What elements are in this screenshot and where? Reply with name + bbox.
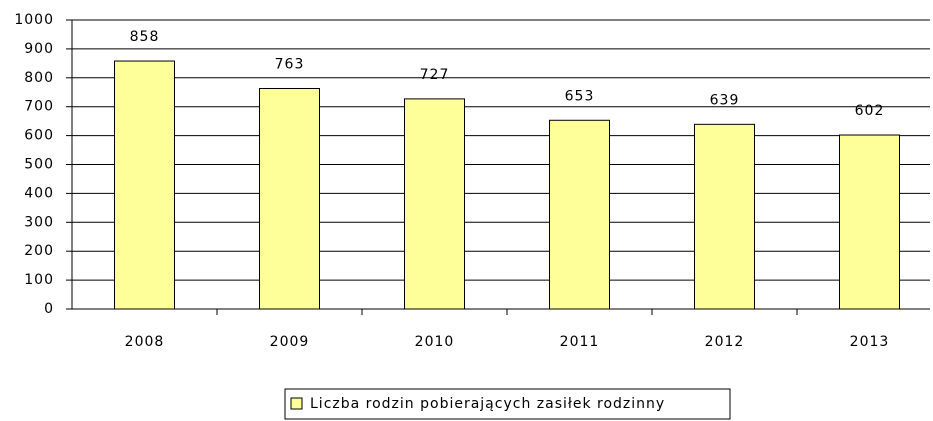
data-label: 763 — [275, 56, 305, 72]
legend-box — [284, 388, 731, 420]
data-label: 602 — [855, 103, 885, 119]
bar — [839, 134, 900, 310]
bar — [549, 119, 610, 310]
y-tick-label: 600 — [24, 128, 54, 144]
data-label: 727 — [420, 67, 450, 83]
legend-label: Liczba rodzin pobierających zasiłek rodz… — [310, 396, 665, 412]
x-tick-label: 2010 — [415, 334, 455, 350]
x-tick-label: 2009 — [270, 334, 310, 350]
y-tick-label: 800 — [24, 70, 54, 86]
bar — [694, 123, 755, 310]
y-tick-label: 200 — [24, 243, 54, 259]
bar — [404, 98, 465, 310]
y-tick-label: 700 — [24, 99, 54, 115]
data-label: 858 — [130, 29, 160, 45]
y-tick-label: 100 — [24, 272, 54, 288]
bar — [114, 60, 175, 310]
y-tick-label: 300 — [24, 214, 54, 230]
y-tick-label: 0 — [44, 301, 54, 317]
x-tick-label: 2012 — [705, 334, 745, 350]
x-tick-label: 2013 — [850, 334, 890, 350]
y-tick-label: 900 — [24, 41, 54, 57]
x-tick-label: 2008 — [125, 334, 165, 350]
y-tick-label: 500 — [24, 157, 54, 173]
data-label: 639 — [710, 92, 740, 108]
legend-swatch — [290, 397, 303, 410]
data-label: 653 — [565, 88, 595, 104]
y-tick-label: 1000 — [14, 12, 54, 28]
y-tick-label: 400 — [24, 185, 54, 201]
x-tick-label: 2011 — [560, 334, 600, 350]
bar — [259, 87, 320, 310]
